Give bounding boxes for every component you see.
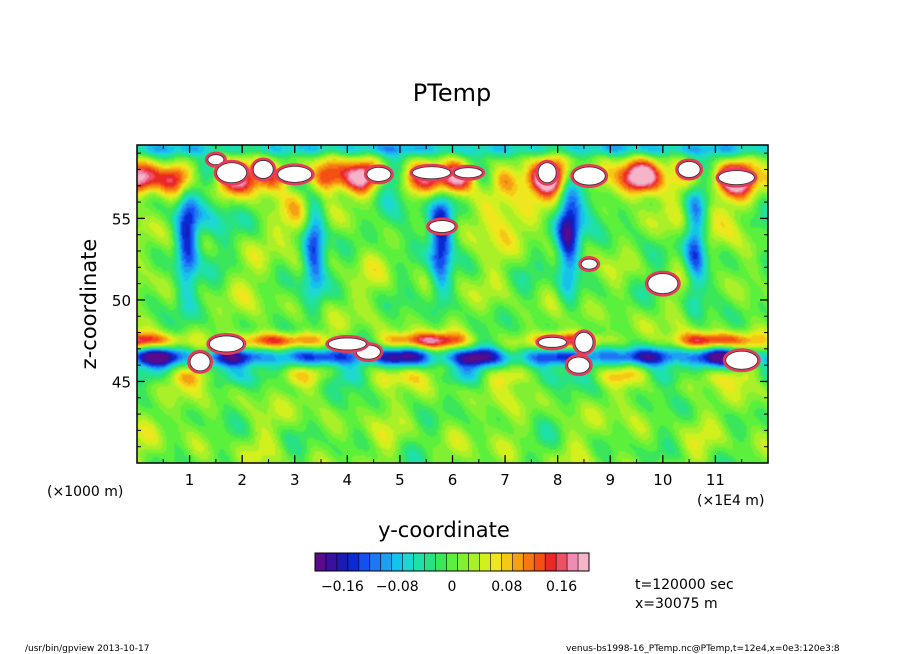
- x-tick-label-9: 10: [653, 471, 672, 489]
- colorbar-swatch-24: [578, 553, 590, 571]
- colorbar-swatch-1: [325, 553, 338, 571]
- saturated-blob-9: [677, 161, 701, 178]
- colorbar-swatch-7: [391, 553, 404, 571]
- x-tick-label-7: 8: [553, 471, 563, 489]
- saturated-blob-14: [189, 352, 211, 372]
- colorbar-swatch-9: [413, 553, 425, 571]
- saturated-blob-15: [208, 335, 244, 353]
- y-tick-label-1: 50: [112, 292, 131, 310]
- colorbar: [314, 552, 590, 572]
- colorbar-swatch-13: [457, 553, 469, 571]
- chart-title: PTemp: [413, 79, 491, 107]
- colorbar-swatch-10: [424, 553, 436, 571]
- saturated-blob-13: [647, 273, 679, 295]
- colorbar-swatch-4: [358, 553, 371, 571]
- colorbar-swatch-11: [435, 553, 447, 571]
- colorbar-ticks: −0.16 −0.08 0 0.08 0.16: [321, 579, 577, 595]
- colorbar-tick-label-0: −0.16: [321, 579, 364, 595]
- x-tick-label-0: 1: [185, 471, 195, 489]
- saturated-blob-0: [207, 154, 225, 166]
- colorbar-swatch-8: [402, 553, 415, 571]
- saturated-blob-20: [725, 350, 759, 370]
- saturated-blob-18: [538, 336, 567, 348]
- saturated-regions: [187, 151, 761, 377]
- colorbar-swatch-22: [556, 553, 568, 571]
- saturated-blob-4: [366, 166, 392, 182]
- saturated-blob-8: [572, 166, 606, 186]
- saturated-blob-11: [428, 220, 456, 233]
- colorbar-swatch-19: [523, 553, 535, 571]
- y-tick-label-0: 45: [112, 373, 131, 391]
- saturated-blob-2: [252, 160, 274, 179]
- x-tick-label-2: 3: [290, 471, 300, 489]
- colorbar-swatch-5: [369, 553, 382, 571]
- x-tick-label-4: 5: [395, 471, 405, 489]
- saturated-blob-7: [537, 162, 557, 184]
- colorbar-swatch-23: [567, 553, 579, 571]
- colorbar-swatch-14: [468, 553, 480, 571]
- colorbar-swatch-15: [479, 553, 491, 571]
- colorbar-tick-label-4: 0.16: [546, 579, 577, 595]
- colorbar-swatch-17: [501, 553, 513, 571]
- x-tick-label-1: 2: [237, 471, 247, 489]
- x-tick-label-8: 9: [605, 471, 615, 489]
- x-tick-label-3: 4: [343, 471, 353, 489]
- footer-left: /usr/bin/gpview 2013-10-17: [25, 644, 149, 654]
- colorbar-swatch-0: [315, 553, 327, 571]
- x-axis: 1 2 3 4 5 6 7 8 9 10 11: [162, 145, 743, 489]
- colorbar-swatch-21: [545, 553, 557, 571]
- colorbar-swatch-20: [534, 553, 546, 571]
- y-tick-label-2: 55: [112, 210, 131, 228]
- saturated-blob-5: [412, 166, 451, 180]
- colorbar-swatch-16: [490, 553, 502, 571]
- x-unit-left: (×1000 m): [47, 484, 123, 500]
- colorbar-swatch-6: [380, 553, 393, 571]
- y-axis: 45 50 55: [112, 152, 768, 448]
- x-axis-label: y-coordinate: [378, 518, 510, 542]
- footer-right: venus-bs1998-16_PTemp.nc@PTemp,t=12e4,x=…: [566, 644, 840, 654]
- x-tick-label-6: 7: [500, 471, 510, 489]
- colorbar-tick-label-1: −0.08: [376, 579, 419, 595]
- x-tick-label-5: 6: [448, 471, 458, 489]
- colorbar-tick-label-2: 0: [448, 579, 457, 595]
- saturated-blob-12: [580, 258, 598, 270]
- saturated-blob-3: [277, 165, 313, 183]
- saturated-blob-10: [718, 170, 755, 186]
- colorbar-tick-label-3: 0.08: [491, 579, 522, 595]
- saturated-blob-19: [574, 331, 594, 353]
- saturated-blob-6: [453, 167, 483, 179]
- colorbar-swatch-2: [336, 553, 349, 571]
- colorbar-swatch-12: [446, 553, 458, 571]
- saturated-blob-17: [327, 337, 367, 351]
- x-tick-label-10: 11: [706, 471, 725, 489]
- x-unit-right: (×1E4 m): [697, 493, 764, 509]
- colorbar-swatch-3: [347, 553, 360, 571]
- colorbar-swatch-18: [512, 553, 524, 571]
- colorbar-frame: [314, 552, 590, 572]
- heatmap-field: [137, 145, 768, 463]
- time-annotation: t=120000 sec: [635, 577, 734, 593]
- saturated-blob-1: [216, 162, 248, 184]
- saturated-blob-21: [567, 356, 591, 374]
- y-axis-label: z-coordinate: [77, 239, 101, 370]
- position-annotation: x=30075 m: [635, 596, 718, 612]
